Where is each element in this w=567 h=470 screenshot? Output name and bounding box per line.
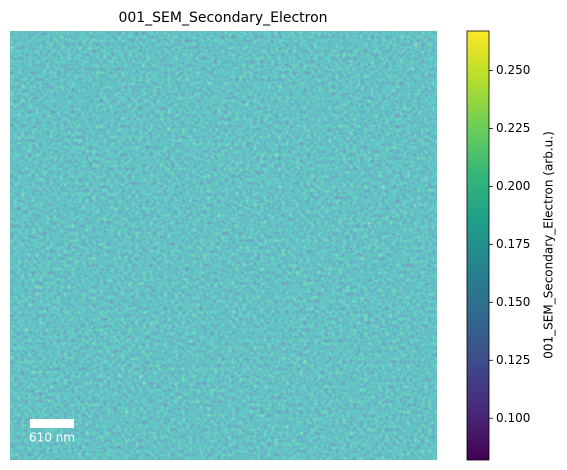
sem-image-texture xyxy=(10,31,437,460)
colorbar-label: 001_SEM_Secondary_Electron (arb.u.) xyxy=(542,131,556,359)
colorbar-tick-label: 0.225 xyxy=(496,121,530,135)
colorbar-tick-label: 0.100 xyxy=(496,411,530,425)
scale-bar-label: 610 nm xyxy=(29,431,75,445)
colorbar-tick-label: 0.175 xyxy=(496,237,530,251)
chart-title: 001_SEM_Secondary_Electron xyxy=(118,10,327,26)
colorbar-tick-label: 0.125 xyxy=(496,353,530,367)
colorbar-tick-label: 0.150 xyxy=(496,295,530,309)
colorbar xyxy=(466,30,490,461)
colorbar-tick-label: 0.200 xyxy=(496,179,530,193)
colorbar-tick-label: 0.250 xyxy=(496,63,530,77)
scale-bar xyxy=(30,419,74,428)
